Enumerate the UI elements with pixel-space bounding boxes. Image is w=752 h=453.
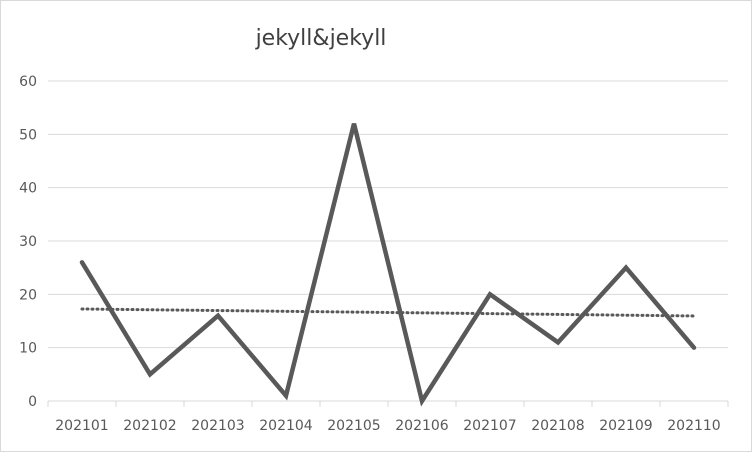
series-line: [79, 123, 697, 407]
x-axis-ticks: 202101 202102 202103 202104 202105 202106 2021…: [55, 418, 720, 434]
y-tick-label: 30: [19, 234, 37, 250]
y-tick-label: 50: [19, 127, 37, 143]
x-tick-label: 202105: [327, 418, 380, 434]
trendline: [80, 307, 696, 318]
x-tick-label: 202102: [123, 418, 176, 434]
trendline-line: [80, 307, 696, 318]
x-tick-label: 202110: [667, 418, 720, 434]
y-tick-label: 40: [19, 181, 37, 197]
x-tick-label: 202108: [531, 418, 584, 434]
y-tick-label: 0: [28, 394, 37, 410]
y-axis-ticks: 0 10 20 30 40 50 60: [19, 74, 37, 410]
series-lines: [79, 123, 697, 407]
gridlines: [48, 80, 728, 349]
x-tick-label: 202104: [259, 418, 313, 434]
x-axis: [47, 400, 729, 407]
x-tick-label: 202101: [55, 418, 108, 434]
chart-title: jekyll&jekyll: [255, 26, 387, 51]
x-tick-label: 202107: [463, 418, 516, 434]
x-tick-label: 202106: [395, 418, 449, 434]
x-tick-label: 202103: [191, 418, 244, 434]
y-tick-label: 20: [19, 287, 37, 303]
x-tick-label: 202109: [599, 418, 652, 434]
y-tick-label: 60: [19, 74, 37, 90]
y-tick-label: 10: [19, 341, 37, 357]
